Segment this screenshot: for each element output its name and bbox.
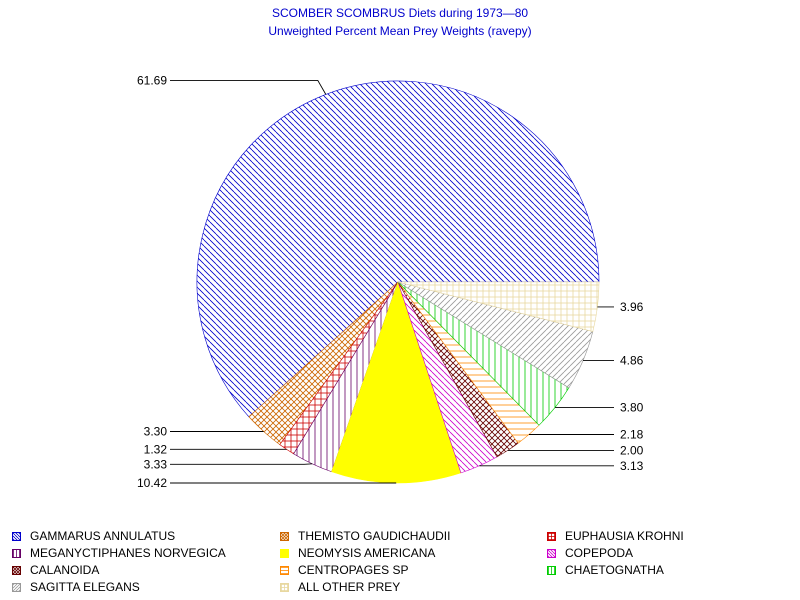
leader-lines bbox=[170, 79, 614, 484]
pie-slice-gammarus-annulatus bbox=[196, 80, 600, 418]
data-label: 4.86 bbox=[620, 354, 644, 368]
data-label: 3.30 bbox=[144, 425, 168, 439]
legend-label: CHAETOGNATHA bbox=[565, 563, 664, 577]
chart-title: SCOMBER SCOMBRUS Diets during 1973—80 bbox=[271, 6, 529, 20]
data-label: 3.80 bbox=[620, 400, 644, 414]
legend-swatch bbox=[12, 566, 21, 575]
legend: GAMMARUS ANNULATUS THEMISTO GAUDICHAUDII… bbox=[0, 529, 800, 599]
legend-label: ALL OTHER PREY bbox=[298, 580, 401, 594]
data-label: 3.13 bbox=[620, 459, 644, 473]
legend-label: CENTROPAGES SP bbox=[298, 563, 409, 577]
legend-label: THEMISTO GAUDICHAUDII bbox=[298, 529, 451, 543]
legend-label: SAGITTA ELEGANS bbox=[30, 580, 140, 594]
data-label: 1.32 bbox=[144, 442, 168, 456]
legend-label: NEOMYSIS AMERICANA bbox=[298, 546, 436, 560]
legend-swatch bbox=[12, 532, 21, 541]
legend-swatch bbox=[280, 549, 289, 558]
slices-layer bbox=[196, 80, 600, 484]
legend-swatch bbox=[280, 566, 289, 575]
data-label: 10.42 bbox=[137, 476, 167, 490]
data-label: 2.00 bbox=[620, 443, 644, 457]
pie-svg: 61.69 3.30 1.323.33 10.42 3.96 4.86 3.80 2.182.… bbox=[137, 73, 644, 490]
legend-swatch bbox=[547, 566, 556, 575]
legend-label: GAMMARUS ANNULATUS bbox=[30, 529, 176, 543]
legend-swatch bbox=[12, 583, 21, 592]
legend-swatch bbox=[280, 583, 289, 592]
legend-swatch bbox=[12, 549, 21, 558]
data-label: 2.18 bbox=[620, 428, 644, 442]
legend-label: EUPHAUSIA KROHNI bbox=[565, 529, 684, 543]
data-label: 61.69 bbox=[137, 73, 167, 87]
legend-label: COPEPODA bbox=[565, 546, 634, 560]
data-label: 3.96 bbox=[620, 300, 644, 314]
data-label: 3.33 bbox=[144, 457, 168, 471]
leader-line bbox=[170, 463, 313, 465]
legend-label: CALANOIDA bbox=[30, 563, 100, 577]
chart-subtitle: Unweighted Percent Mean Prey Weights (ra… bbox=[268, 24, 532, 38]
legend-swatch bbox=[280, 532, 289, 541]
data-labels: 61.69 3.30 1.323.33 10.42 3.96 4.86 3.80 2.182.… bbox=[137, 73, 644, 490]
pie-slice-all-other-prey bbox=[397, 281, 600, 332]
leader-line bbox=[170, 79, 327, 95]
legend-swatch bbox=[547, 532, 556, 541]
legend-label: MEGANYCTIPHANES NORVEGICA bbox=[30, 546, 226, 560]
legend-swatch bbox=[547, 549, 556, 558]
